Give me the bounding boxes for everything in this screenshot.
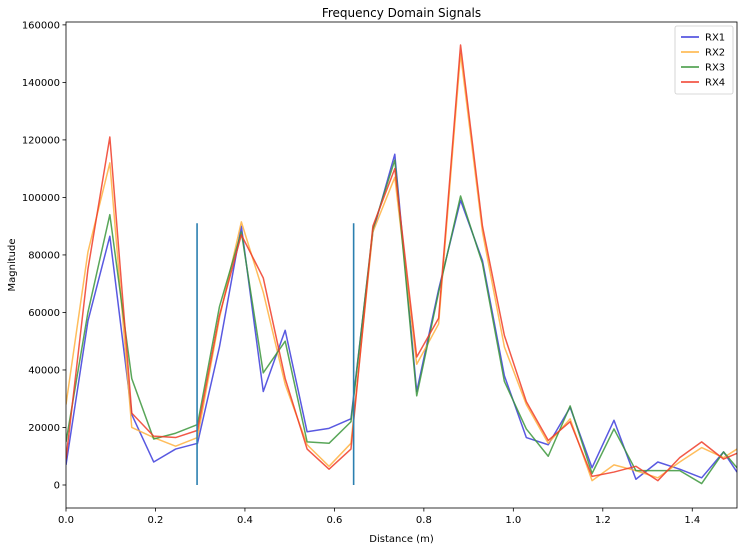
ticks: 0.0 0.2 0.4 0.6 0.8 1.0 1.2 1.4 0 20000 40000 60000…	[22, 20, 700, 526]
y-tick-label: 20000	[28, 423, 60, 434]
y-tick-label: 120000	[22, 135, 60, 146]
y-tick-label: 0	[54, 480, 60, 491]
vertical-markers	[196, 223, 355, 485]
chart-title: Frequency Domain Signals	[322, 6, 481, 20]
y-tick-label: 100000	[22, 193, 60, 204]
y-tick-label: 140000	[22, 78, 60, 89]
y-tick-label: 60000	[28, 308, 60, 319]
x-tick-label: 0.2	[148, 515, 164, 526]
legend-label-rx2: RX2	[705, 48, 725, 59]
x-tick-label: 1.2	[595, 515, 611, 526]
y-tick-label: 160000	[22, 20, 60, 31]
x-tick-label: 1.4	[684, 515, 700, 526]
legend-label-rx4: RX4	[705, 78, 725, 89]
y-tick-label: 80000	[28, 250, 60, 261]
x-tick-label: 1.0	[505, 515, 521, 526]
plot-background	[66, 22, 737, 508]
axes	[65, 21, 738, 509]
legend: RX1 RX2 RX3 RX4	[674, 25, 734, 95]
x-tick-label: 0.6	[326, 515, 342, 526]
legend-label-rx3: RX3	[705, 63, 725, 74]
y-tick-label: 40000	[28, 365, 60, 376]
x-axis-label: Distance (m)	[369, 534, 434, 545]
series-layer	[66, 44, 737, 485]
x-tick-label: 0.0	[58, 515, 74, 526]
series-line-rx3	[66, 159, 737, 485]
x-tick-label: 0.8	[416, 515, 432, 526]
legend-box	[674, 25, 734, 95]
plot-area	[66, 22, 737, 508]
series-line-rx4	[66, 44, 737, 482]
axes-frame	[65, 21, 738, 509]
y-axis-label: Magnitude	[7, 239, 18, 292]
legend-label-rx1: RX1	[705, 33, 725, 44]
x-tick-label: 0.4	[237, 515, 253, 526]
